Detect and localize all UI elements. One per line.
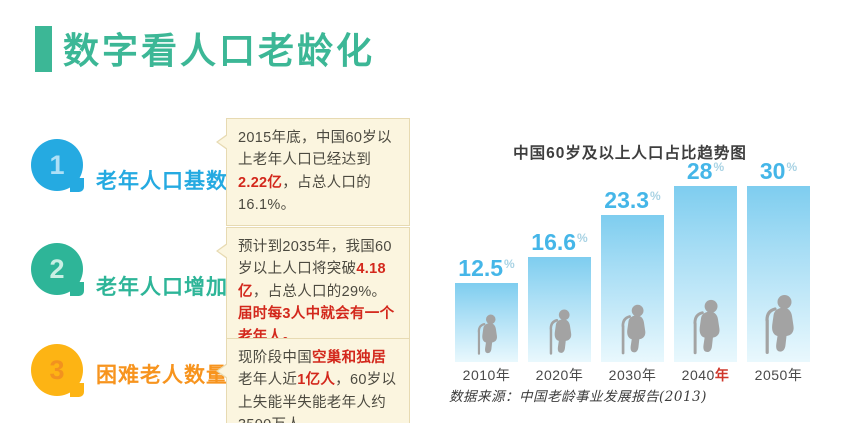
item-label: 老年人口增加快 bbox=[96, 276, 250, 299]
bar-value-label: 28% bbox=[687, 160, 724, 183]
x-axis-year-label: 2010年 bbox=[462, 367, 511, 383]
percent-sign: % bbox=[504, 257, 515, 271]
x-axis-year-label: 2030年 bbox=[608, 367, 657, 383]
bar-value-number: 30 bbox=[759, 158, 786, 184]
elderly-person-icon bbox=[764, 295, 794, 354]
note-text: ，占总人口的29%。 bbox=[252, 283, 387, 300]
chart-bar-column: 30% 2050年 bbox=[747, 160, 810, 383]
note-text: 2015年底，中国60岁以上老年人口已经达到 bbox=[238, 130, 392, 169]
chart-columns: 12.5% 2010年 16.6% 2020年 23.3% 2030年 28% 204… bbox=[455, 160, 810, 383]
year-text: 2040 bbox=[681, 367, 715, 383]
note-text: 现阶段中国 bbox=[238, 350, 312, 366]
year-red-mark: 年 bbox=[714, 367, 730, 383]
note-emphasis-text: 2.22亿 bbox=[238, 174, 283, 191]
x-axis-year-label: 2050年 bbox=[754, 367, 803, 383]
elderly-person-icon bbox=[621, 304, 645, 355]
bar-value-label: 12.5% bbox=[458, 257, 514, 280]
item-number-bubble: 2 bbox=[31, 243, 84, 296]
percent-sign: % bbox=[786, 160, 798, 174]
elderly-person-icon bbox=[549, 309, 571, 355]
item-number: 2 bbox=[49, 253, 65, 284]
item-number-bubble: 3 bbox=[31, 344, 84, 397]
note-emphasis-text: 空巢和独居 bbox=[312, 350, 386, 366]
x-axis-year-label: 2040年 bbox=[665, 365, 747, 385]
note-emphasis-text: 4.18亿 bbox=[238, 261, 386, 300]
chart-bar-column: 12.5% 2010年 bbox=[455, 160, 518, 383]
note-emphasis-text: 1亿人 bbox=[297, 372, 336, 389]
bar-value-number: 16.6 bbox=[531, 229, 577, 255]
chart-bar-column: 16.6% 2020年 bbox=[528, 160, 591, 383]
bar-value-label: 23.3% bbox=[604, 189, 660, 212]
note-text: ，占总人口的16.1%。 bbox=[238, 174, 372, 214]
chart-bar-column: 23.3% 2030年 bbox=[601, 160, 664, 383]
chart-source-note: 数据来源：中国老龄事业发展报告(2013) bbox=[449, 389, 707, 405]
chart-title: 中国60岁及以上人口占比趋势图 bbox=[513, 145, 747, 162]
percent-sign: % bbox=[577, 231, 588, 245]
item-note-box: 2015年底，中国60岁以上老年人口已经达到 2.22亿，占总人口的16.1%。 bbox=[216, 118, 410, 226]
note-text: 预计到2035年，我国60岁以上人口将突破 bbox=[238, 239, 392, 278]
item-label: 困难老人数量多 bbox=[96, 364, 250, 387]
chart-bar-column: 28% 2040年 bbox=[674, 160, 737, 383]
bar-value-label: 30% bbox=[760, 160, 797, 183]
note-text: 老年人近 bbox=[238, 372, 298, 389]
elderly-person-icon bbox=[692, 299, 720, 355]
elderly-person-icon bbox=[477, 314, 497, 355]
item-number-bubble: 1 bbox=[31, 139, 84, 192]
item-note-box: 预计到2035年，我国60岁以上人口将突破4.18亿，占总人口的29%。届时每3… bbox=[216, 227, 410, 358]
bar-value-number: 28 bbox=[686, 158, 713, 184]
item-number: 1 bbox=[49, 149, 65, 180]
percent-sign: % bbox=[713, 160, 725, 174]
x-axis-year-label: 2020年 bbox=[535, 367, 584, 383]
bar-value-number: 23.3 bbox=[604, 187, 650, 213]
item-note-box: 现阶段中国空巢和独居老年人近1亿人，60岁以上失能半失能老年人约3500万人。 bbox=[216, 338, 410, 423]
bar-value-label: 16.6% bbox=[531, 231, 587, 254]
page-title: 数字看人口老龄化 bbox=[63, 30, 376, 71]
note-text: ，60岁以上失能半失能老年人约3500万人。 bbox=[238, 372, 397, 423]
percent-sign: % bbox=[650, 189, 661, 203]
title-accent-bar bbox=[35, 26, 52, 72]
bar-value-number: 12.5 bbox=[458, 255, 504, 281]
item-number: 3 bbox=[49, 354, 65, 385]
item-label: 老年人口基数大 bbox=[96, 170, 250, 193]
